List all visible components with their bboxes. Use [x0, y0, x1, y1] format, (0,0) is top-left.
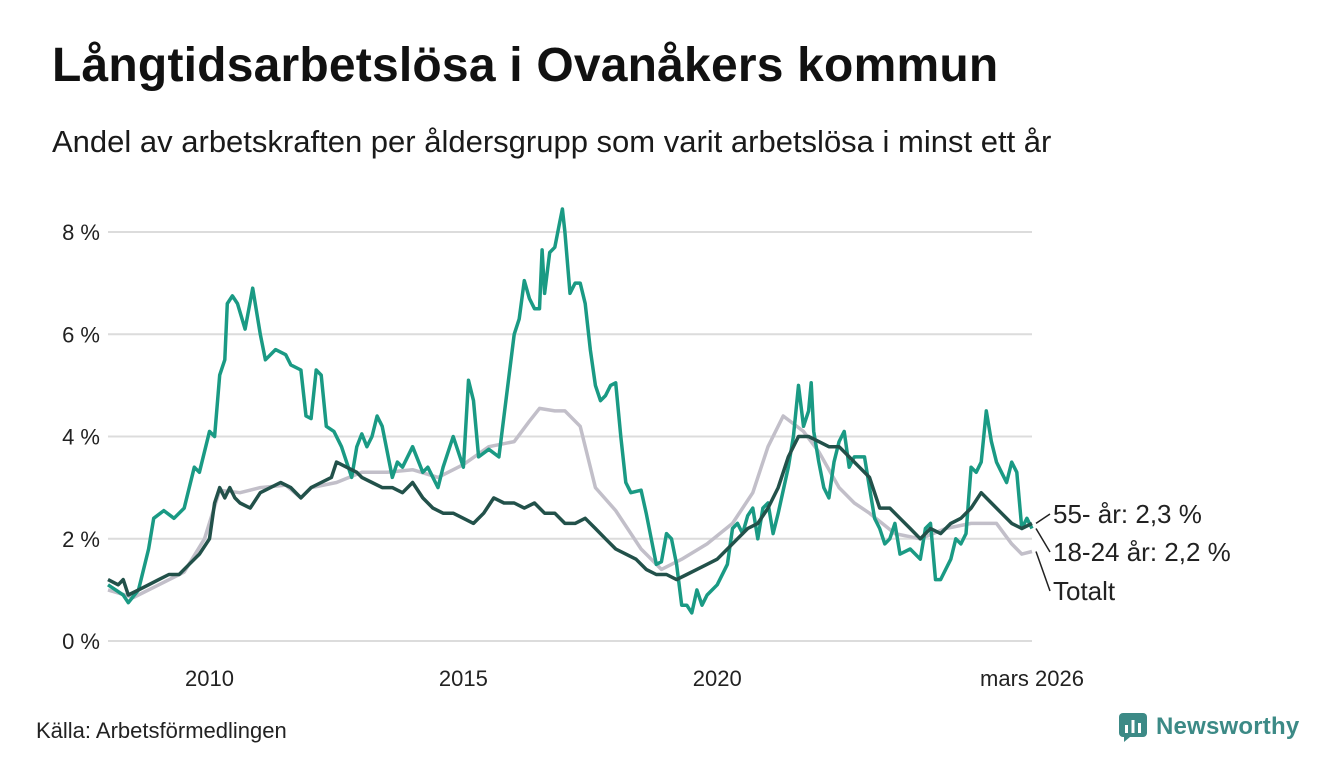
- y-tick-label: 6 %: [62, 322, 100, 347]
- end-label: 18-24 år: 2,2 %: [1053, 537, 1231, 567]
- brand-logo[interactable]: Newsworthy: [1118, 712, 1299, 742]
- y-tick-label: 4 %: [62, 425, 100, 450]
- y-tick-label: 8 %: [62, 220, 100, 245]
- series-lines: [107, 207, 1034, 615]
- series-line-18-24-r: [107, 207, 1034, 615]
- end-label: Totalt: [1053, 576, 1116, 606]
- newsworthy-icon: [1119, 713, 1147, 742]
- series-line-55-r: [107, 434, 1033, 597]
- end-labels: Totalt 18-24 år: 2,2 % 55- år: 2,3 %: [1035, 499, 1231, 606]
- y-tick-label: 2 %: [62, 527, 100, 552]
- y-axis: 0 % 2 % 4 % 6 % 8 %: [62, 220, 100, 654]
- source-note: Källa: Arbetsförmedlingen: [36, 718, 287, 743]
- leader-line: [1035, 528, 1051, 553]
- y-tick-label: 0 %: [62, 629, 100, 654]
- x-tick-label: 2015: [439, 666, 488, 691]
- chart-subtitle: Andel av arbetskraften per åldersgrupp s…: [52, 124, 1052, 159]
- leader-line: [1035, 513, 1051, 525]
- leader-line: [1035, 551, 1051, 592]
- x-tick-label: mars 2026: [980, 666, 1084, 691]
- brand-name: Newsworthy: [1156, 713, 1300, 740]
- end-label: 55- år: 2,3 %: [1053, 499, 1202, 529]
- x-tick-label: 2020: [693, 666, 742, 691]
- x-axis: 2010 2015 2020 mars 2026: [185, 666, 1084, 691]
- chart-title: Långtidsarbetslösa i Ovanåkers kommun: [52, 39, 999, 92]
- x-tick-label: 2010: [185, 666, 234, 691]
